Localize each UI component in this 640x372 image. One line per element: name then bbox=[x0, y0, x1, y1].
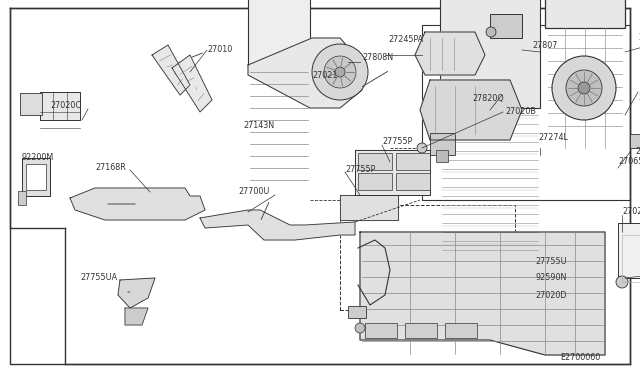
Polygon shape bbox=[340, 195, 398, 220]
Bar bbox=[358, 153, 392, 170]
Polygon shape bbox=[172, 55, 212, 112]
Text: 27020D: 27020D bbox=[535, 291, 566, 299]
Text: 27080: 27080 bbox=[638, 93, 640, 103]
Bar bbox=[365, 323, 397, 338]
Circle shape bbox=[552, 56, 616, 120]
Bar bbox=[26, 164, 46, 190]
Text: 27020I: 27020I bbox=[635, 148, 640, 157]
Bar bbox=[340, 205, 515, 310]
Circle shape bbox=[486, 27, 496, 37]
Text: 27020B: 27020B bbox=[505, 108, 536, 116]
Text: 27021: 27021 bbox=[312, 71, 337, 80]
Polygon shape bbox=[118, 278, 155, 308]
Text: 27755P: 27755P bbox=[382, 138, 412, 147]
Bar bbox=[436, 150, 448, 162]
Polygon shape bbox=[125, 308, 148, 325]
Bar bbox=[422, 25, 630, 200]
Ellipse shape bbox=[329, 55, 351, 69]
Text: 27808N: 27808N bbox=[362, 54, 393, 62]
Polygon shape bbox=[152, 45, 190, 95]
Bar bbox=[490, 14, 522, 38]
Polygon shape bbox=[248, 38, 362, 108]
Circle shape bbox=[312, 44, 368, 100]
Text: 27755U: 27755U bbox=[535, 257, 566, 266]
Bar bbox=[40, 92, 80, 120]
Text: 27245P: 27245P bbox=[638, 33, 640, 42]
Text: 27700U: 27700U bbox=[238, 187, 269, 196]
Text: 27245PA: 27245PA bbox=[388, 35, 423, 45]
Text: 27274L: 27274L bbox=[538, 134, 568, 142]
Bar bbox=[358, 173, 392, 190]
Bar bbox=[22, 158, 50, 196]
Text: 27820Q: 27820Q bbox=[472, 93, 504, 103]
Bar bbox=[18, 191, 26, 205]
Bar bbox=[248, 0, 310, 65]
Text: 92200M: 92200M bbox=[22, 154, 54, 163]
Bar bbox=[622, 235, 640, 282]
Text: E2700060: E2700060 bbox=[560, 353, 600, 362]
Bar bbox=[545, 0, 625, 28]
Bar bbox=[396, 173, 430, 190]
Polygon shape bbox=[420, 80, 522, 140]
Circle shape bbox=[578, 82, 590, 94]
Text: 92590N: 92590N bbox=[535, 273, 566, 282]
Circle shape bbox=[417, 143, 427, 153]
Bar bbox=[20, 93, 42, 115]
Bar bbox=[396, 153, 430, 170]
Polygon shape bbox=[70, 188, 205, 220]
Circle shape bbox=[324, 56, 356, 88]
Ellipse shape bbox=[333, 58, 347, 66]
Bar bbox=[430, 133, 455, 155]
Circle shape bbox=[355, 323, 365, 333]
Bar bbox=[630, 134, 640, 148]
Polygon shape bbox=[355, 150, 430, 195]
Text: 27755P: 27755P bbox=[345, 166, 376, 174]
Circle shape bbox=[566, 70, 602, 106]
Text: 27010: 27010 bbox=[207, 45, 232, 55]
Circle shape bbox=[335, 67, 345, 77]
Bar bbox=[618, 223, 640, 278]
Polygon shape bbox=[200, 210, 355, 240]
Polygon shape bbox=[415, 32, 485, 75]
Circle shape bbox=[616, 276, 628, 288]
Text: 27020C: 27020C bbox=[50, 102, 81, 110]
Text: 27065: 27065 bbox=[618, 157, 640, 167]
Text: 27020Y: 27020Y bbox=[622, 208, 640, 217]
Text: 27755UA: 27755UA bbox=[80, 273, 117, 282]
Bar bbox=[445, 323, 477, 338]
FancyArrowPatch shape bbox=[362, 71, 388, 87]
Bar bbox=[440, 0, 540, 108]
Text: 27143N: 27143N bbox=[243, 121, 274, 129]
Text: 27807: 27807 bbox=[532, 42, 557, 51]
Bar bbox=[348, 306, 366, 318]
Polygon shape bbox=[360, 232, 605, 355]
Text: 27168R: 27168R bbox=[95, 164, 125, 173]
Bar bbox=[405, 323, 437, 338]
